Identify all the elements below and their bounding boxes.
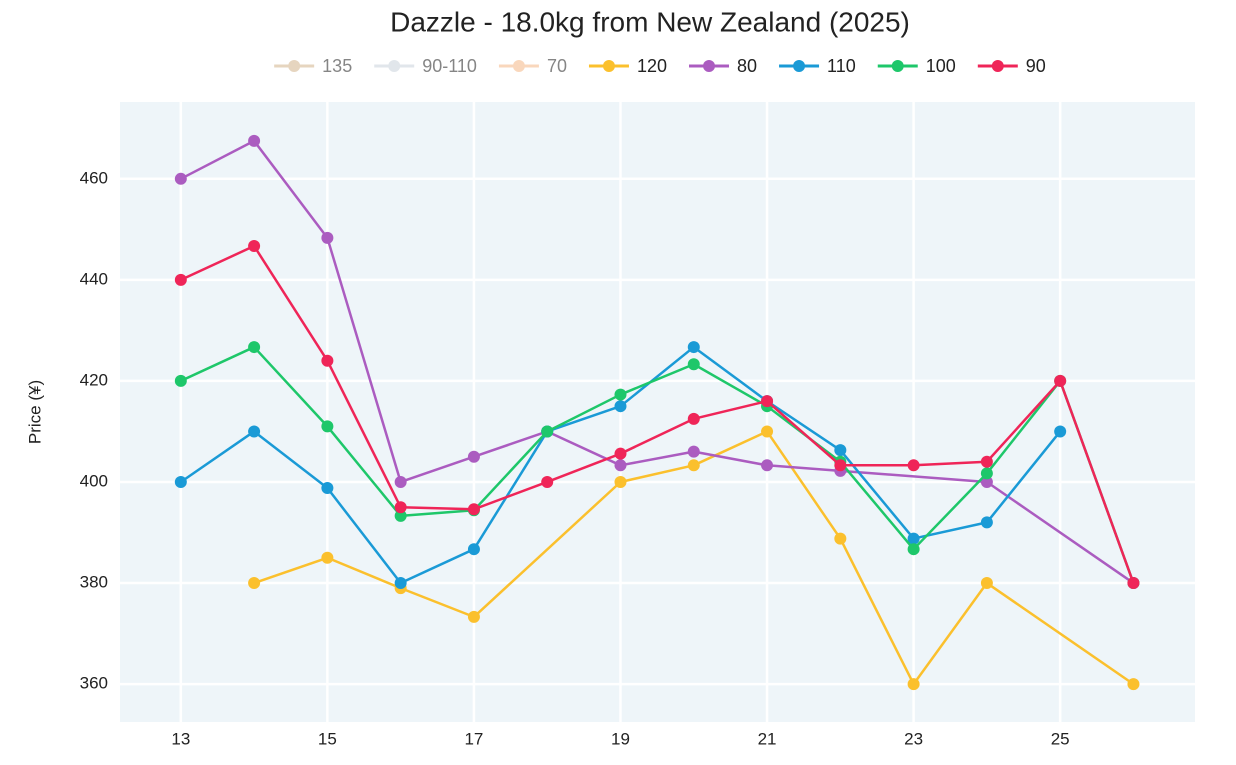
legend-item[interactable]: 100 [877,56,956,76]
data-point [467,543,480,556]
y-tick-label: 420 [80,370,108,389]
x-tick-label: 19 [611,729,630,748]
data-point [687,358,700,371]
legend-text: 135 [322,56,352,76]
data-point [394,475,407,488]
data-point [394,501,407,514]
data-point [467,503,480,516]
data-point [907,543,920,556]
data-point [321,482,334,495]
data-point [174,273,187,286]
x-tick-label: 15 [318,729,337,748]
data-point [321,420,334,433]
legend-marker [891,60,904,72]
data-point [174,475,187,488]
series-line [180,244,1135,584]
legend-item[interactable]: 90-110 [374,56,477,76]
legend-marker [703,60,716,72]
data-point [321,551,334,564]
x-tick-label: 21 [758,729,777,748]
legend-text: 100 [926,56,956,76]
data-point [614,388,627,401]
data-point [614,400,627,413]
data-point [614,475,627,488]
legend-marker [388,60,401,72]
x-tick-label: 23 [904,729,923,748]
data-point [1127,577,1140,590]
data-point [834,459,847,472]
series-line [180,345,1135,584]
legend-marker [512,60,525,72]
legend-marker [602,60,615,72]
legend-text: 70 [547,56,567,76]
chart-title: Dazzle - 18.0kg from New Zealand (2025) [390,6,910,37]
data-point [614,447,627,460]
data-point [687,445,700,458]
data-point [761,395,774,408]
legend: 135 90-110 70 120 80 110 100 90 [274,56,1046,76]
y-tick-label: 380 [80,573,108,592]
data-point [980,475,993,488]
y-axis-label: Price (¥) [25,380,44,444]
data-point [1127,678,1140,691]
legend-marker [991,60,1004,72]
data-point [907,678,920,691]
legend-item[interactable]: 90 [977,56,1046,76]
legend-text: 120 [637,56,667,76]
legend-text: 90-110 [422,56,477,76]
x-tick-label: 25 [1051,729,1070,748]
data-point [174,172,187,185]
data-point [394,577,407,590]
data-point [174,374,187,387]
data-point [1054,425,1067,438]
data-point [467,450,480,463]
data-point [248,240,261,253]
data-point [980,467,993,480]
data-point [834,444,847,457]
y-tick-label: 440 [80,269,108,288]
data-point [687,412,700,425]
x-tick-label: 13 [171,729,190,748]
data-point [687,341,700,354]
data-point [834,532,847,545]
legend-marker [288,60,301,72]
data-point [321,231,334,244]
data-point [1054,374,1067,387]
data-point [980,516,993,529]
legend-text: 110 [827,56,856,76]
legend-item[interactable]: 80 [689,56,757,76]
legend-text: 80 [737,56,757,76]
y-tick-label: 460 [80,168,108,187]
data-point [907,532,920,545]
data-point [248,577,261,590]
data-point [467,610,480,623]
legend-marker [793,60,806,72]
data-point [980,577,993,590]
y-tick-label: 400 [80,471,108,490]
data-point [761,459,774,472]
legend-item[interactable]: 120 [588,56,667,76]
data-point [248,134,261,147]
data-point [907,459,920,472]
series-line [180,139,1135,585]
plot-area [120,102,1195,722]
legend-text: 90 [1026,56,1046,76]
data-point [541,425,554,438]
data-point [394,509,407,522]
legend-item[interactable]: 135 [274,56,352,76]
legend-item[interactable]: 70 [498,56,567,76]
data-point [614,459,627,472]
data-point [541,475,554,488]
data-point [321,354,334,367]
x-tick-label: 17 [464,729,483,748]
data-point [761,425,774,438]
data-point [687,459,700,472]
data-point [248,341,261,354]
y-tick-label: 360 [80,674,108,693]
data-point [248,425,261,438]
legend-item[interactable]: 110 [779,56,856,76]
data-point [980,455,993,468]
